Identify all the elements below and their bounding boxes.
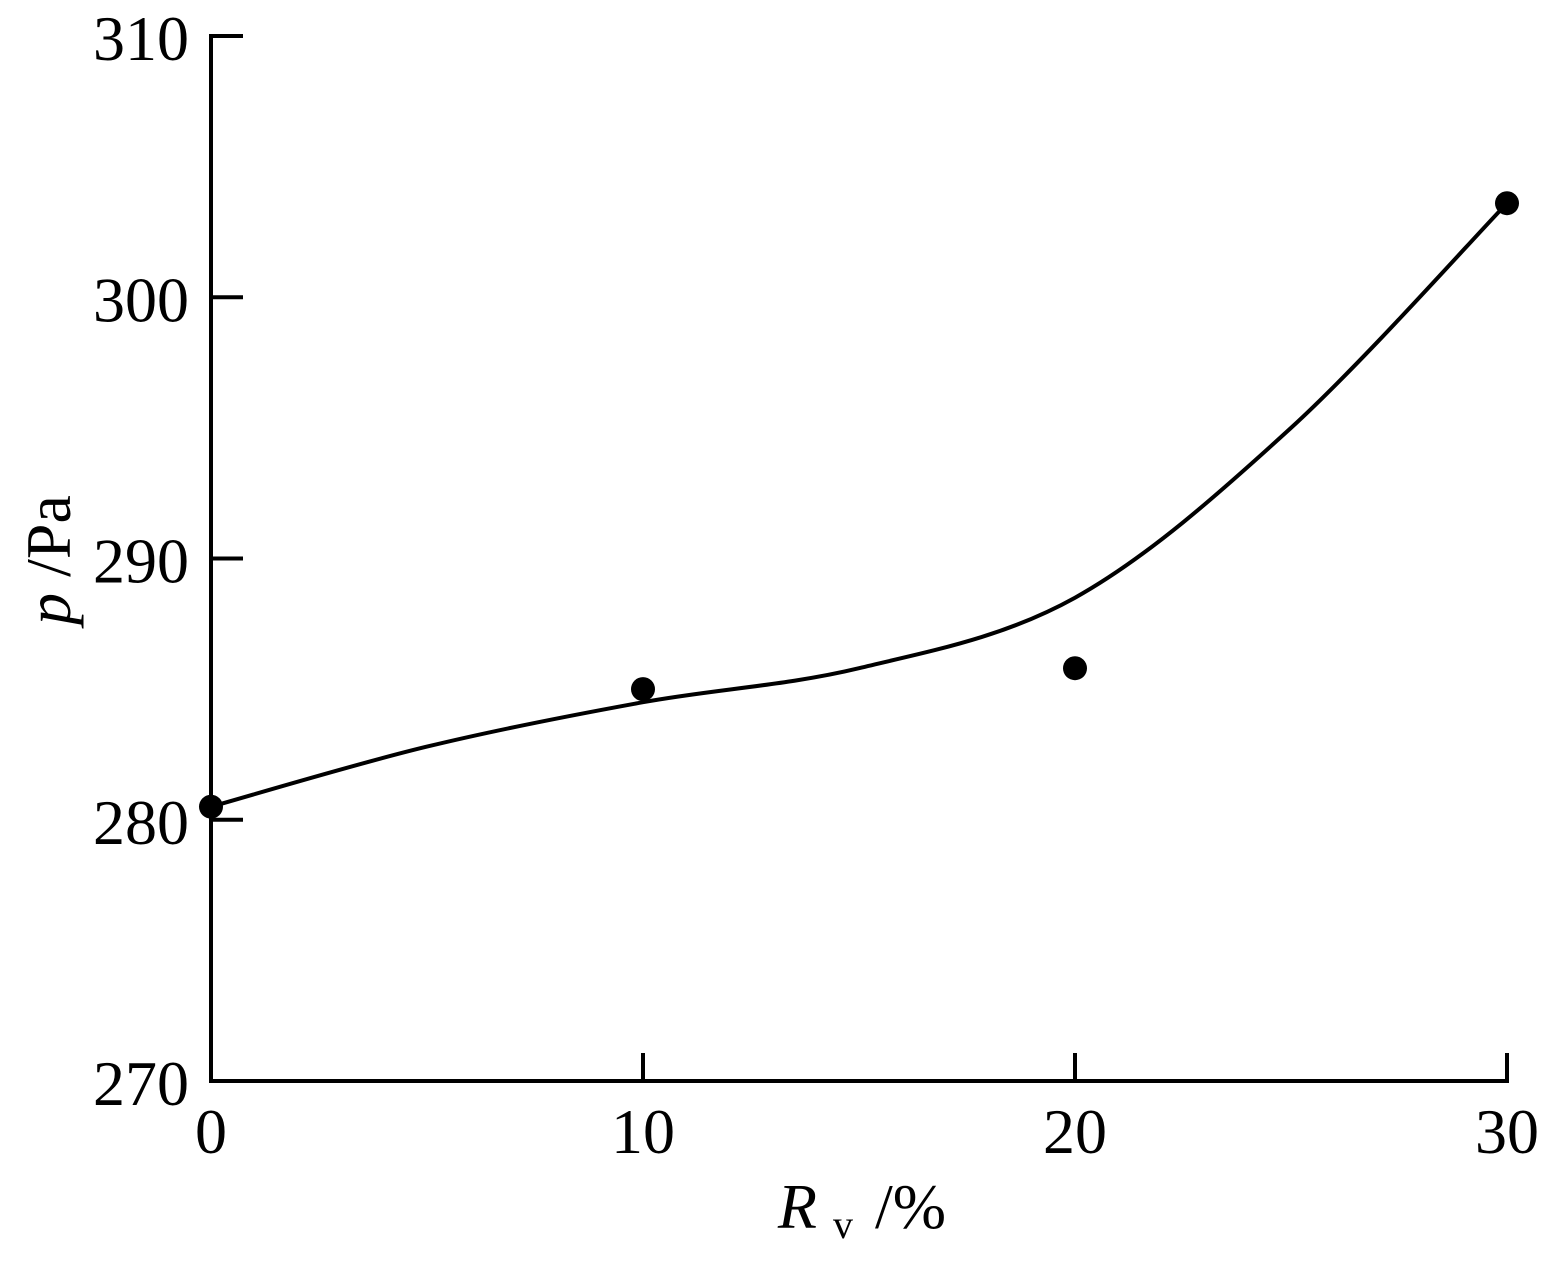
y-tick-label-310: 310	[93, 3, 189, 74]
x-axis-subscript: v	[833, 1202, 853, 1247]
x-axis-symbol: R	[777, 1171, 817, 1242]
y-tick-label-290: 290	[93, 526, 189, 597]
x-tick-label-20: 20	[1043, 1096, 1107, 1167]
y-tick-label-300: 300	[93, 264, 189, 335]
x-tick-label-10: 10	[611, 1096, 675, 1167]
x-axis-title: R v /%	[777, 1171, 946, 1252]
data-point	[1495, 191, 1519, 216]
y-axis-unit: /Pa	[13, 495, 84, 577]
data-point	[199, 794, 223, 819]
ticks: 270 280 290 300 310 0 10 20 30	[93, 3, 1539, 1167]
data-point	[1063, 656, 1087, 681]
x-tick-label-30: 30	[1475, 1096, 1539, 1167]
fitted-curve	[210, 201, 1509, 809]
data-points	[199, 191, 1519, 819]
fitted-curve-group	[210, 201, 1509, 809]
y-axis-title: p /Pa	[13, 495, 84, 629]
data-point	[631, 677, 655, 702]
y-tick-label-270: 270	[93, 1048, 189, 1119]
y-tick-label-280: 280	[93, 787, 189, 858]
axes	[209, 34, 1509, 1083]
y-axis-symbol: p	[13, 593, 84, 629]
x-tick-label-0: 0	[195, 1096, 227, 1167]
x-axis-unit: /%	[875, 1171, 946, 1242]
